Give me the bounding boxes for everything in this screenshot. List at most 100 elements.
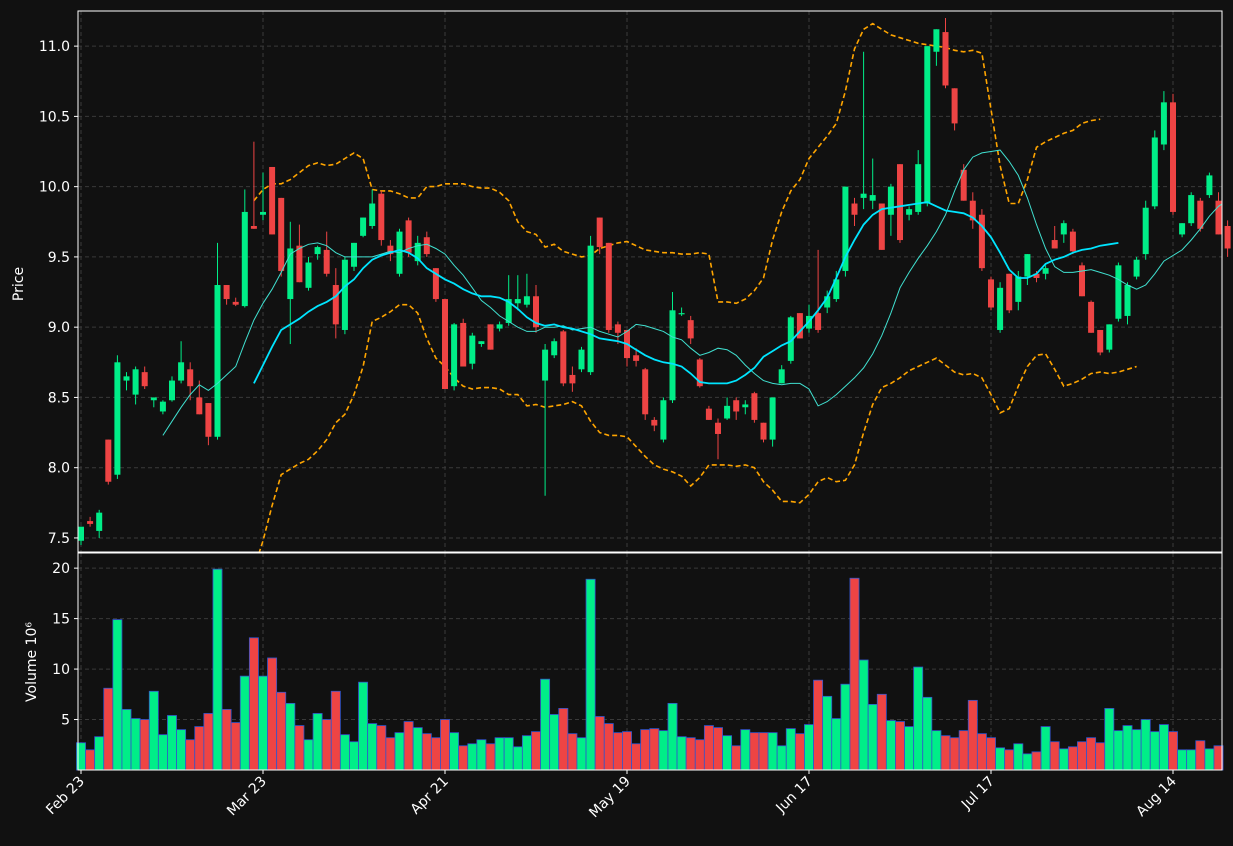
volume-axis-label: Volume 10⁶	[24, 622, 40, 702]
volume-bar	[895, 721, 905, 771]
candle-body	[924, 46, 931, 204]
volume-bar	[1177, 749, 1188, 771]
candle-body	[1033, 273, 1040, 278]
candle-body	[1124, 285, 1131, 316]
volume-bar	[1058, 748, 1069, 771]
candle-body	[1142, 207, 1149, 255]
price-tick-label: 7.5	[48, 531, 70, 547]
volume-bar	[640, 729, 651, 771]
candle-body	[105, 439, 112, 482]
volume-bar	[931, 730, 942, 771]
volume-bar	[1031, 751, 1042, 771]
volume-bar	[694, 739, 705, 771]
candle-body	[414, 242, 421, 262]
candle-body	[705, 408, 712, 420]
candle-body	[587, 245, 594, 373]
candle-body	[687, 320, 694, 339]
candle-body	[842, 186, 849, 271]
volume-bar	[1022, 753, 1033, 771]
volume-bar	[85, 749, 96, 771]
volume-bar	[1040, 726, 1051, 771]
volume-bar	[485, 743, 496, 771]
candle-body	[369, 203, 376, 226]
volume-bar	[267, 657, 278, 771]
volume-bar	[767, 732, 778, 771]
candle-body	[1206, 175, 1213, 196]
candle-body	[96, 512, 103, 531]
volume-bar	[1004, 749, 1015, 771]
candle-body	[787, 317, 794, 361]
candle-body	[469, 335, 476, 364]
volume-bar	[1204, 748, 1215, 771]
candle-body	[769, 397, 776, 440]
candle-body	[860, 193, 867, 198]
volume-bar	[1186, 749, 1197, 771]
volume-bar	[867, 703, 878, 771]
candle-body	[223, 285, 230, 300]
candle-body	[478, 341, 485, 345]
price-tick-label: 9.0	[48, 320, 70, 336]
candle-body	[614, 324, 621, 333]
volume-bar	[749, 732, 760, 771]
volume-bar	[976, 733, 987, 771]
volume-tick-label: 20	[52, 561, 70, 577]
bollinger-lower-line	[258, 303, 1137, 552]
candle-body	[605, 242, 612, 330]
candle-body	[305, 262, 312, 288]
candle-body	[942, 32, 949, 86]
candle-body	[669, 310, 676, 401]
volume-bar	[258, 675, 268, 771]
candle-body	[551, 341, 558, 356]
candle-body	[114, 362, 121, 475]
volume-bar	[940, 735, 951, 771]
volume-bar	[822, 695, 833, 771]
candle-body	[1215, 200, 1222, 235]
volume-bar	[294, 725, 305, 771]
volume-bar	[958, 730, 969, 771]
candle-body	[1179, 223, 1186, 235]
candle-body	[651, 419, 658, 426]
volume-bar	[330, 690, 341, 771]
moving-averages	[162, 149, 1222, 436]
candle-body	[696, 359, 703, 387]
candle-body	[596, 217, 603, 248]
candle-body	[123, 376, 130, 381]
volume-bar	[421, 733, 432, 771]
candle-body	[969, 200, 976, 221]
volume-bar	[658, 730, 669, 771]
price-tick-label: 8.0	[48, 461, 70, 477]
volume-bar	[622, 731, 632, 771]
volume-bar	[221, 709, 232, 771]
volume-bar	[876, 693, 887, 771]
volume-bar	[949, 737, 960, 771]
volume-bar	[339, 734, 350, 771]
volume-bar	[440, 719, 450, 771]
volume-bar	[494, 737, 505, 771]
candle-body	[533, 296, 539, 328]
volume-bar	[904, 726, 915, 771]
candle-body	[341, 259, 348, 330]
candle-body	[78, 526, 84, 541]
candle-body	[560, 331, 567, 384]
candle-body	[496, 324, 503, 329]
volume-bar	[467, 743, 478, 771]
volume-bar	[203, 713, 214, 771]
candle-body	[432, 268, 439, 300]
candle-body	[132, 369, 139, 395]
candle-body	[269, 166, 276, 235]
candle-body	[733, 400, 740, 412]
candle-body	[997, 287, 1004, 330]
candle-body	[633, 355, 640, 361]
volume-bar	[358, 681, 369, 771]
volume-bar	[285, 702, 296, 771]
volume-bar	[740, 729, 751, 771]
volume-panel-frame	[77, 552, 1223, 771]
volume-bar	[1067, 746, 1078, 771]
candle-body	[332, 285, 339, 325]
volume-bar	[1086, 737, 1097, 771]
volume-bar	[794, 733, 805, 771]
candle-body	[387, 245, 394, 255]
candle-body	[1170, 102, 1176, 212]
volume-tick-label: 10	[52, 662, 70, 678]
